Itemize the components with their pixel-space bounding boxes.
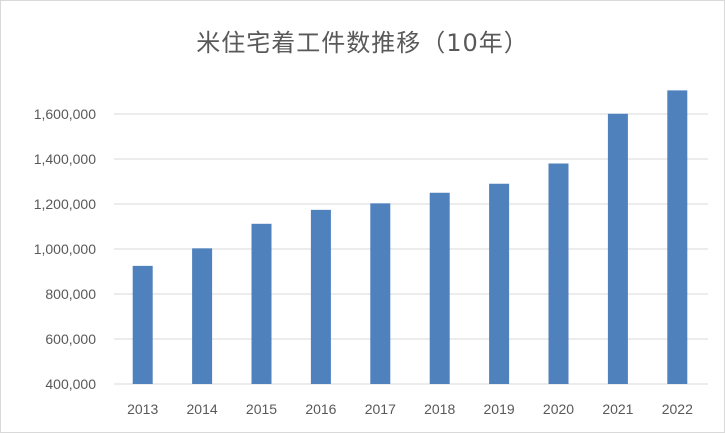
x-tick-label: 2015 bbox=[246, 401, 277, 417]
y-tick-label: 1,600,000 bbox=[34, 106, 96, 122]
y-tick-label: 400,000 bbox=[45, 376, 96, 392]
x-tick-label: 2018 bbox=[424, 401, 455, 417]
bar-2018 bbox=[429, 192, 450, 384]
y-tick-label: 1,200,000 bbox=[34, 196, 96, 212]
bar-2015 bbox=[251, 223, 272, 384]
x-tick-label: 2014 bbox=[187, 401, 218, 417]
bar-2013 bbox=[132, 265, 153, 384]
x-tick-label: 2017 bbox=[365, 401, 396, 417]
bar-2020 bbox=[548, 163, 569, 384]
bar-2016 bbox=[310, 209, 331, 384]
bar-2014 bbox=[192, 248, 213, 384]
x-tick-label: 2021 bbox=[602, 401, 633, 417]
y-tick-label: 1,400,000 bbox=[34, 151, 96, 167]
bars bbox=[132, 90, 688, 385]
x-tick-label: 2020 bbox=[543, 401, 574, 417]
y-tick-label: 600,000 bbox=[45, 331, 96, 347]
bar-2021 bbox=[607, 113, 628, 385]
x-tick-label: 2013 bbox=[127, 401, 158, 417]
y-axis-ticks: 400,000 600,000 800,000 1,000,000 1,200,000 1… bbox=[34, 106, 97, 392]
bar-2017 bbox=[370, 203, 391, 384]
y-tick-label: 1,000,000 bbox=[34, 241, 96, 257]
x-tick-label: 2022 bbox=[662, 401, 693, 417]
x-axis-ticks: 2013 2014 2015 2016 2017 2018 2019 2020 2021 2022 bbox=[127, 401, 693, 417]
x-tick-label: 2019 bbox=[484, 401, 515, 417]
y-tick-label: 800,000 bbox=[45, 286, 96, 302]
bar-2019 bbox=[489, 183, 510, 384]
chart-title: 米住宅着工件数推移（10年） bbox=[196, 29, 529, 57]
x-tick-label: 2016 bbox=[305, 401, 336, 417]
bar-2022 bbox=[667, 90, 688, 384]
